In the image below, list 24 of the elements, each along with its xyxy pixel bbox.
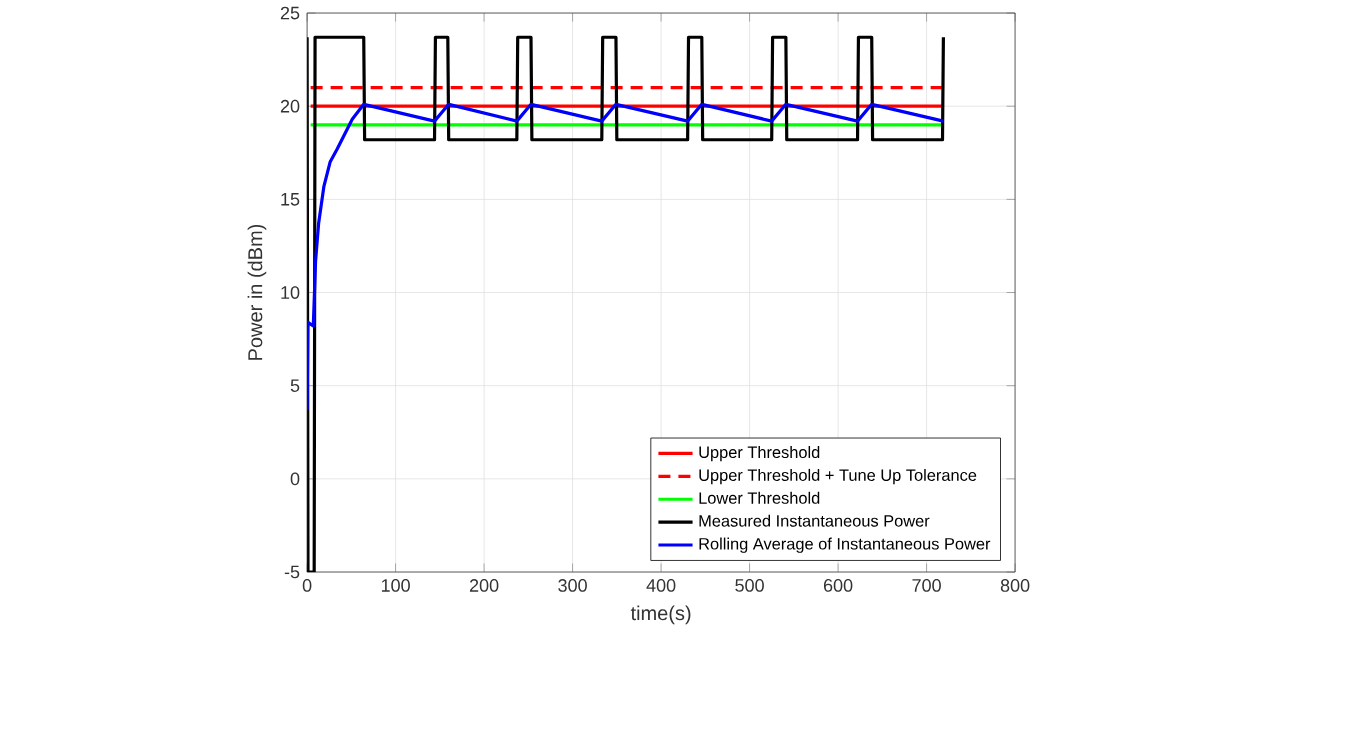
x-axis-title: time(s) [630, 605, 691, 625]
x-tick-label: 600 [823, 578, 853, 592]
legend-label: Measured Instantaneous Power [699, 514, 930, 527]
y-axis-title: Power in (dBm) [247, 224, 267, 360]
legend-label: Upper Threshold + Tune Up Tolerance [699, 468, 977, 485]
y-tick-label: 15 [281, 192, 300, 206]
x-tick-label: 800 [1000, 578, 1030, 592]
y-tick-label: 10 [281, 285, 300, 299]
line-series [307, 102, 945, 412]
x-tick-label: 100 [381, 578, 410, 592]
x-tick-label: 400 [646, 578, 676, 592]
x-tick-label: 300 [558, 578, 587, 592]
x-tick-label: 700 [912, 578, 941, 592]
y-tick-label: 5 [290, 379, 300, 392]
legend-label: Upper Threshold [699, 445, 820, 462]
y-tick-label: 20 [280, 99, 300, 113]
x-tick-label: 0 [302, 578, 312, 592]
x-tick-label: 500 [735, 578, 764, 592]
y-tick-label: -5 [284, 565, 300, 579]
legend-label: Lower Threshold [699, 491, 820, 504]
y-tick-label: 25 [280, 6, 300, 20]
x-tick-label: 200 [469, 578, 499, 592]
y-tick-label: 0 [290, 472, 300, 486]
legend-label: Rolling Average of Instantaneous Power [699, 537, 991, 553]
